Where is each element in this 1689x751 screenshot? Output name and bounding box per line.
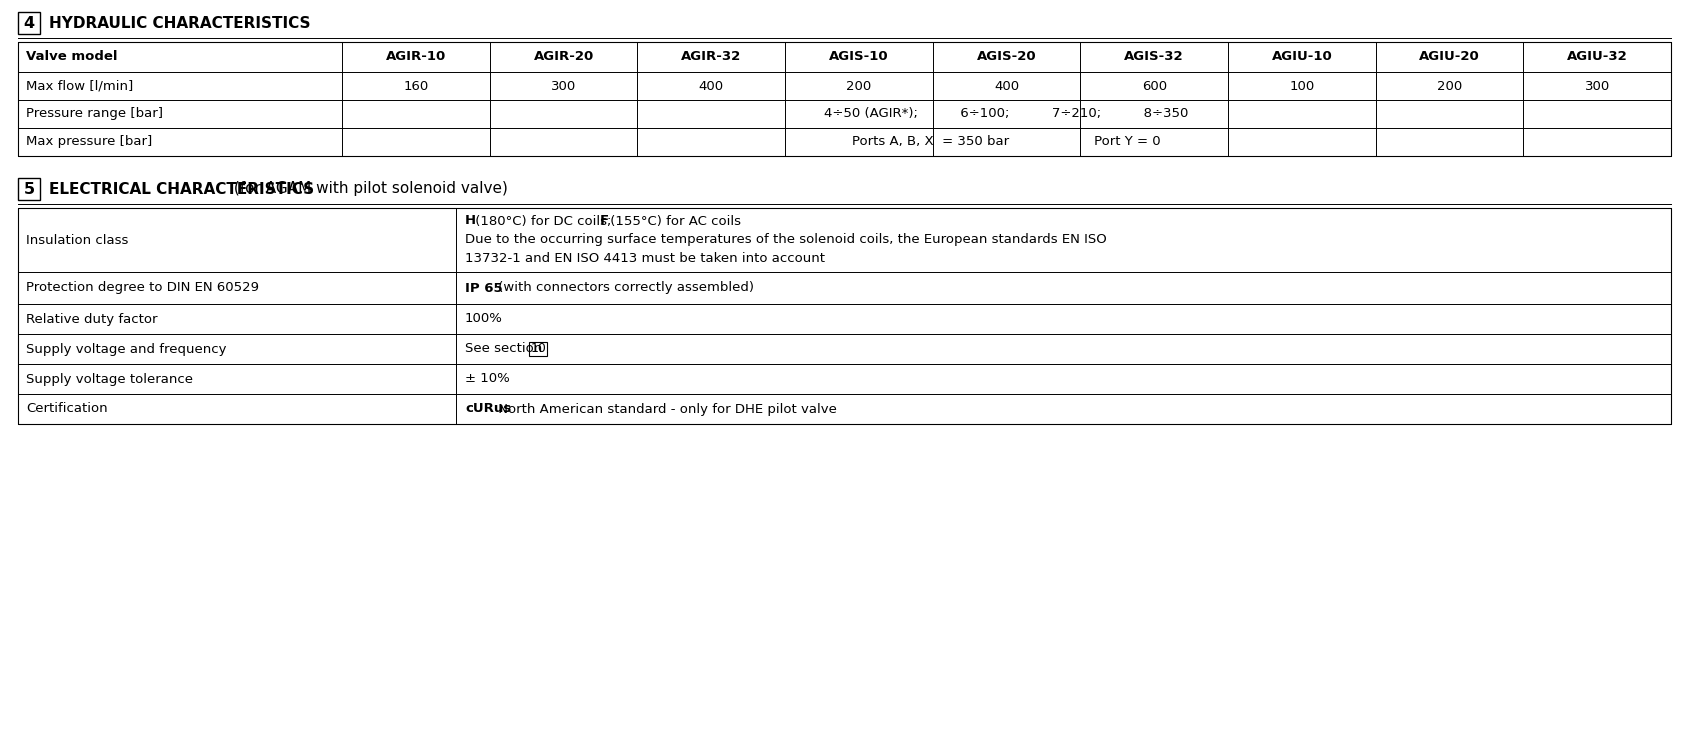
Text: 100%: 100%: [464, 312, 503, 325]
Text: North American standard - only for DHE pilot valve: North American standard - only for DHE p…: [495, 403, 838, 415]
Text: AGIR-10: AGIR-10: [385, 50, 446, 64]
Text: Relative duty factor: Relative duty factor: [25, 312, 157, 325]
Text: ± 10%: ± 10%: [464, 372, 510, 385]
Text: (155°C) for AC coils: (155°C) for AC coils: [606, 215, 740, 228]
Bar: [19, 208, 1670, 424]
Text: Pressure range [bar]: Pressure range [bar]: [25, 107, 164, 120]
Text: Supply voltage and frequency: Supply voltage and frequency: [25, 342, 226, 355]
Text: HYDRAULIC CHARACTERISTICS: HYDRAULIC CHARACTERISTICS: [49, 16, 311, 31]
Text: Max flow [l/min]: Max flow [l/min]: [25, 80, 133, 92]
Text: Ports A, B, X  = 350 bar                    Port Y = 0: Ports A, B, X = 350 bar Port Y = 0: [853, 135, 1160, 149]
Text: IP 65: IP 65: [464, 282, 503, 294]
Text: AGIR-32: AGIR-32: [681, 50, 741, 64]
Text: Certification: Certification: [25, 403, 108, 415]
Bar: [19, 178, 41, 200]
Text: 300: 300: [1584, 80, 1610, 92]
Text: 10: 10: [530, 342, 546, 355]
Text: H: H: [464, 215, 476, 228]
Text: AGIS-10: AGIS-10: [829, 50, 888, 64]
Text: 160: 160: [404, 80, 429, 92]
Text: Supply voltage tolerance: Supply voltage tolerance: [25, 372, 193, 385]
Text: 4÷50 (AGIR*);          6÷100;          7÷210;          8÷350: 4÷50 (AGIR*); 6÷100; 7÷210; 8÷350: [824, 107, 1189, 120]
Bar: [529, 342, 547, 356]
Bar: [19, 42, 1670, 156]
Text: AGIS-32: AGIS-32: [1125, 50, 1184, 64]
Text: Valve model: Valve model: [25, 50, 118, 64]
Text: (180°C) for DC coils;: (180°C) for DC coils;: [471, 215, 620, 228]
Text: (with connectors correctly assembled): (with connectors correctly assembled): [495, 282, 755, 294]
Text: AGIU-32: AGIU-32: [1567, 50, 1628, 64]
Text: Protection degree to DIN EN 60529: Protection degree to DIN EN 60529: [25, 282, 258, 294]
Text: cURus: cURus: [464, 403, 512, 415]
Text: 600: 600: [1142, 80, 1167, 92]
Text: Insulation class: Insulation class: [25, 234, 128, 246]
Text: AGIS-20: AGIS-20: [976, 50, 1037, 64]
Text: (for AGAM with pilot solenoid valve): (for AGAM with pilot solenoid valve): [230, 182, 508, 197]
Text: Due to the occurring surface temperatures of the solenoid coils, the European st: Due to the occurring surface temperature…: [464, 234, 1106, 246]
Text: 200: 200: [1437, 80, 1463, 92]
Text: 13732-1 and EN ISO 4413 must be taken into account: 13732-1 and EN ISO 4413 must be taken in…: [464, 252, 824, 266]
Text: F: F: [600, 215, 608, 228]
Text: 400: 400: [995, 80, 1018, 92]
Text: 5: 5: [24, 182, 34, 197]
Text: Max pressure [bar]: Max pressure [bar]: [25, 135, 152, 149]
Text: 200: 200: [846, 80, 872, 92]
Bar: [19, 12, 41, 34]
Text: 300: 300: [551, 80, 576, 92]
Text: AGIR-20: AGIR-20: [534, 50, 595, 64]
Text: AGIU-20: AGIU-20: [1419, 50, 1480, 64]
Text: See section: See section: [464, 342, 547, 355]
Text: AGIU-10: AGIU-10: [1272, 50, 1333, 64]
Text: 400: 400: [699, 80, 725, 92]
Text: 4: 4: [24, 16, 34, 31]
Text: 100: 100: [1289, 80, 1314, 92]
Text: ELECTRICAL CHARACTERISTICS: ELECTRICAL CHARACTERISTICS: [49, 182, 314, 197]
